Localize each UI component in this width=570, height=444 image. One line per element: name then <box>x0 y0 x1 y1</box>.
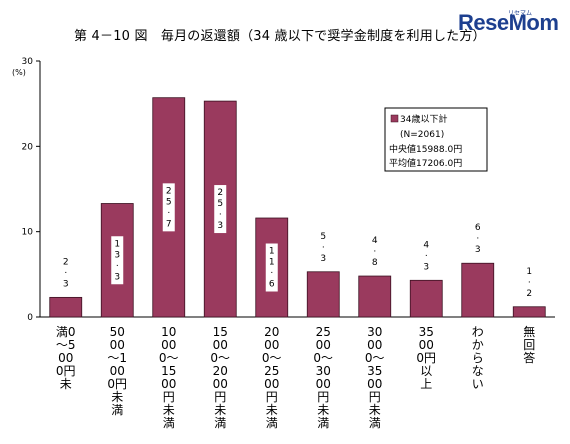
category-label: 無回答 <box>523 325 536 365</box>
category-label: 15000～2000円未満 <box>210 325 231 430</box>
value-label-text: 2 · 3 <box>63 257 69 289</box>
value-label-text: 4 · 3 <box>423 240 429 272</box>
y-ticks: 0 10 20 30 <box>22 57 40 323</box>
category-label: 35000円以上 <box>416 325 437 391</box>
chart-title: 第 4－10 図 毎月の返還額（34 歳以下で奨学金制度を利用した方） <box>74 29 486 44</box>
value-label-text: 4 · 8 <box>372 236 378 268</box>
bars <box>49 97 546 318</box>
value-labels: 2 · 3 1 3 · 3 2 5 · 7 2 5 · 3 1 1 · 6 5 · 3 4 · 8 4 · 3 6 · 3 1 · 2 <box>63 183 532 299</box>
bar <box>461 262 495 318</box>
value-label: 2 5 · 3 <box>214 185 227 234</box>
legend-swatch <box>390 114 399 123</box>
y-tick-label: 20 <box>22 142 34 152</box>
value-label: 6 · 3 <box>475 223 481 255</box>
value-label-text: 1 · 2 <box>526 267 532 299</box>
category-label: 30000～3500円未満 <box>364 325 385 430</box>
value-label-text: 2 5 · 3 <box>217 188 223 231</box>
legend-box <box>384 107 488 172</box>
bar <box>49 296 83 318</box>
legend-sample-size: (N=2061) <box>400 130 444 140</box>
y-tick-label: 0 <box>27 313 33 323</box>
value-label-text: 1 1 · 6 <box>269 247 275 290</box>
legend-median: 中央値15988.0円 <box>389 143 462 155</box>
value-label: 1 · 2 <box>526 267 532 299</box>
bar <box>306 271 340 318</box>
y-tick-label: 30 <box>22 57 34 67</box>
bar <box>358 275 392 318</box>
category-label: 10000～1500円未満 <box>158 325 179 430</box>
value-label: 5 · 3 <box>320 232 326 264</box>
category-label: 満0～5000円未 <box>55 325 76 391</box>
category-label: 20000～2500円未満 <box>261 325 282 430</box>
y-tick-label: 10 <box>22 228 34 238</box>
y-axis: (%) <box>12 61 41 317</box>
bar <box>409 279 443 318</box>
legend: 34歳以下計 (N=2061) 中央値15988.0円 平均値17206.0円 <box>384 107 488 172</box>
value-label: 2 · 3 <box>63 257 69 289</box>
value-label: 1 3 · 3 <box>111 236 124 285</box>
value-label: 2 5 · 7 <box>162 183 175 232</box>
y-axis-unit: (%) <box>12 68 26 77</box>
category-label: 25000～3000円未満 <box>313 325 334 430</box>
value-label: 4 · 3 <box>423 240 429 272</box>
value-label: 4 · 8 <box>372 236 378 268</box>
legend-mean: 平均値17206.0円 <box>389 157 462 169</box>
legend-series-name: 34歳以下計 <box>400 113 447 125</box>
resemom-logo-subtext: リセマム <box>508 10 533 17</box>
value-label-text: 2 5 · 7 <box>166 186 172 229</box>
value-label-text: 1 3 · 3 <box>114 239 120 282</box>
category-label: わからない <box>471 325 484 391</box>
bar <box>512 306 546 318</box>
value-label-text: 6 · 3 <box>475 223 481 255</box>
category-label: 5000～1000円未満 <box>107 325 128 417</box>
value-label: 1 1 · 6 <box>265 243 278 292</box>
value-label-text: 5 · 3 <box>320 232 326 264</box>
resemom-logo: ReseMom <box>458 10 559 35</box>
